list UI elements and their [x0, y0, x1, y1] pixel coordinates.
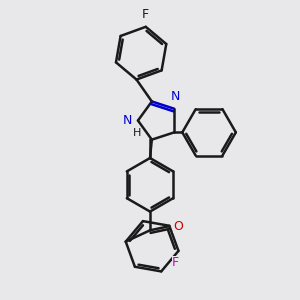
- Text: O: O: [173, 220, 183, 233]
- Text: F: F: [142, 8, 149, 22]
- Text: F: F: [172, 256, 179, 269]
- Text: N: N: [171, 90, 180, 103]
- Text: N: N: [123, 114, 132, 127]
- Text: H: H: [132, 128, 141, 138]
